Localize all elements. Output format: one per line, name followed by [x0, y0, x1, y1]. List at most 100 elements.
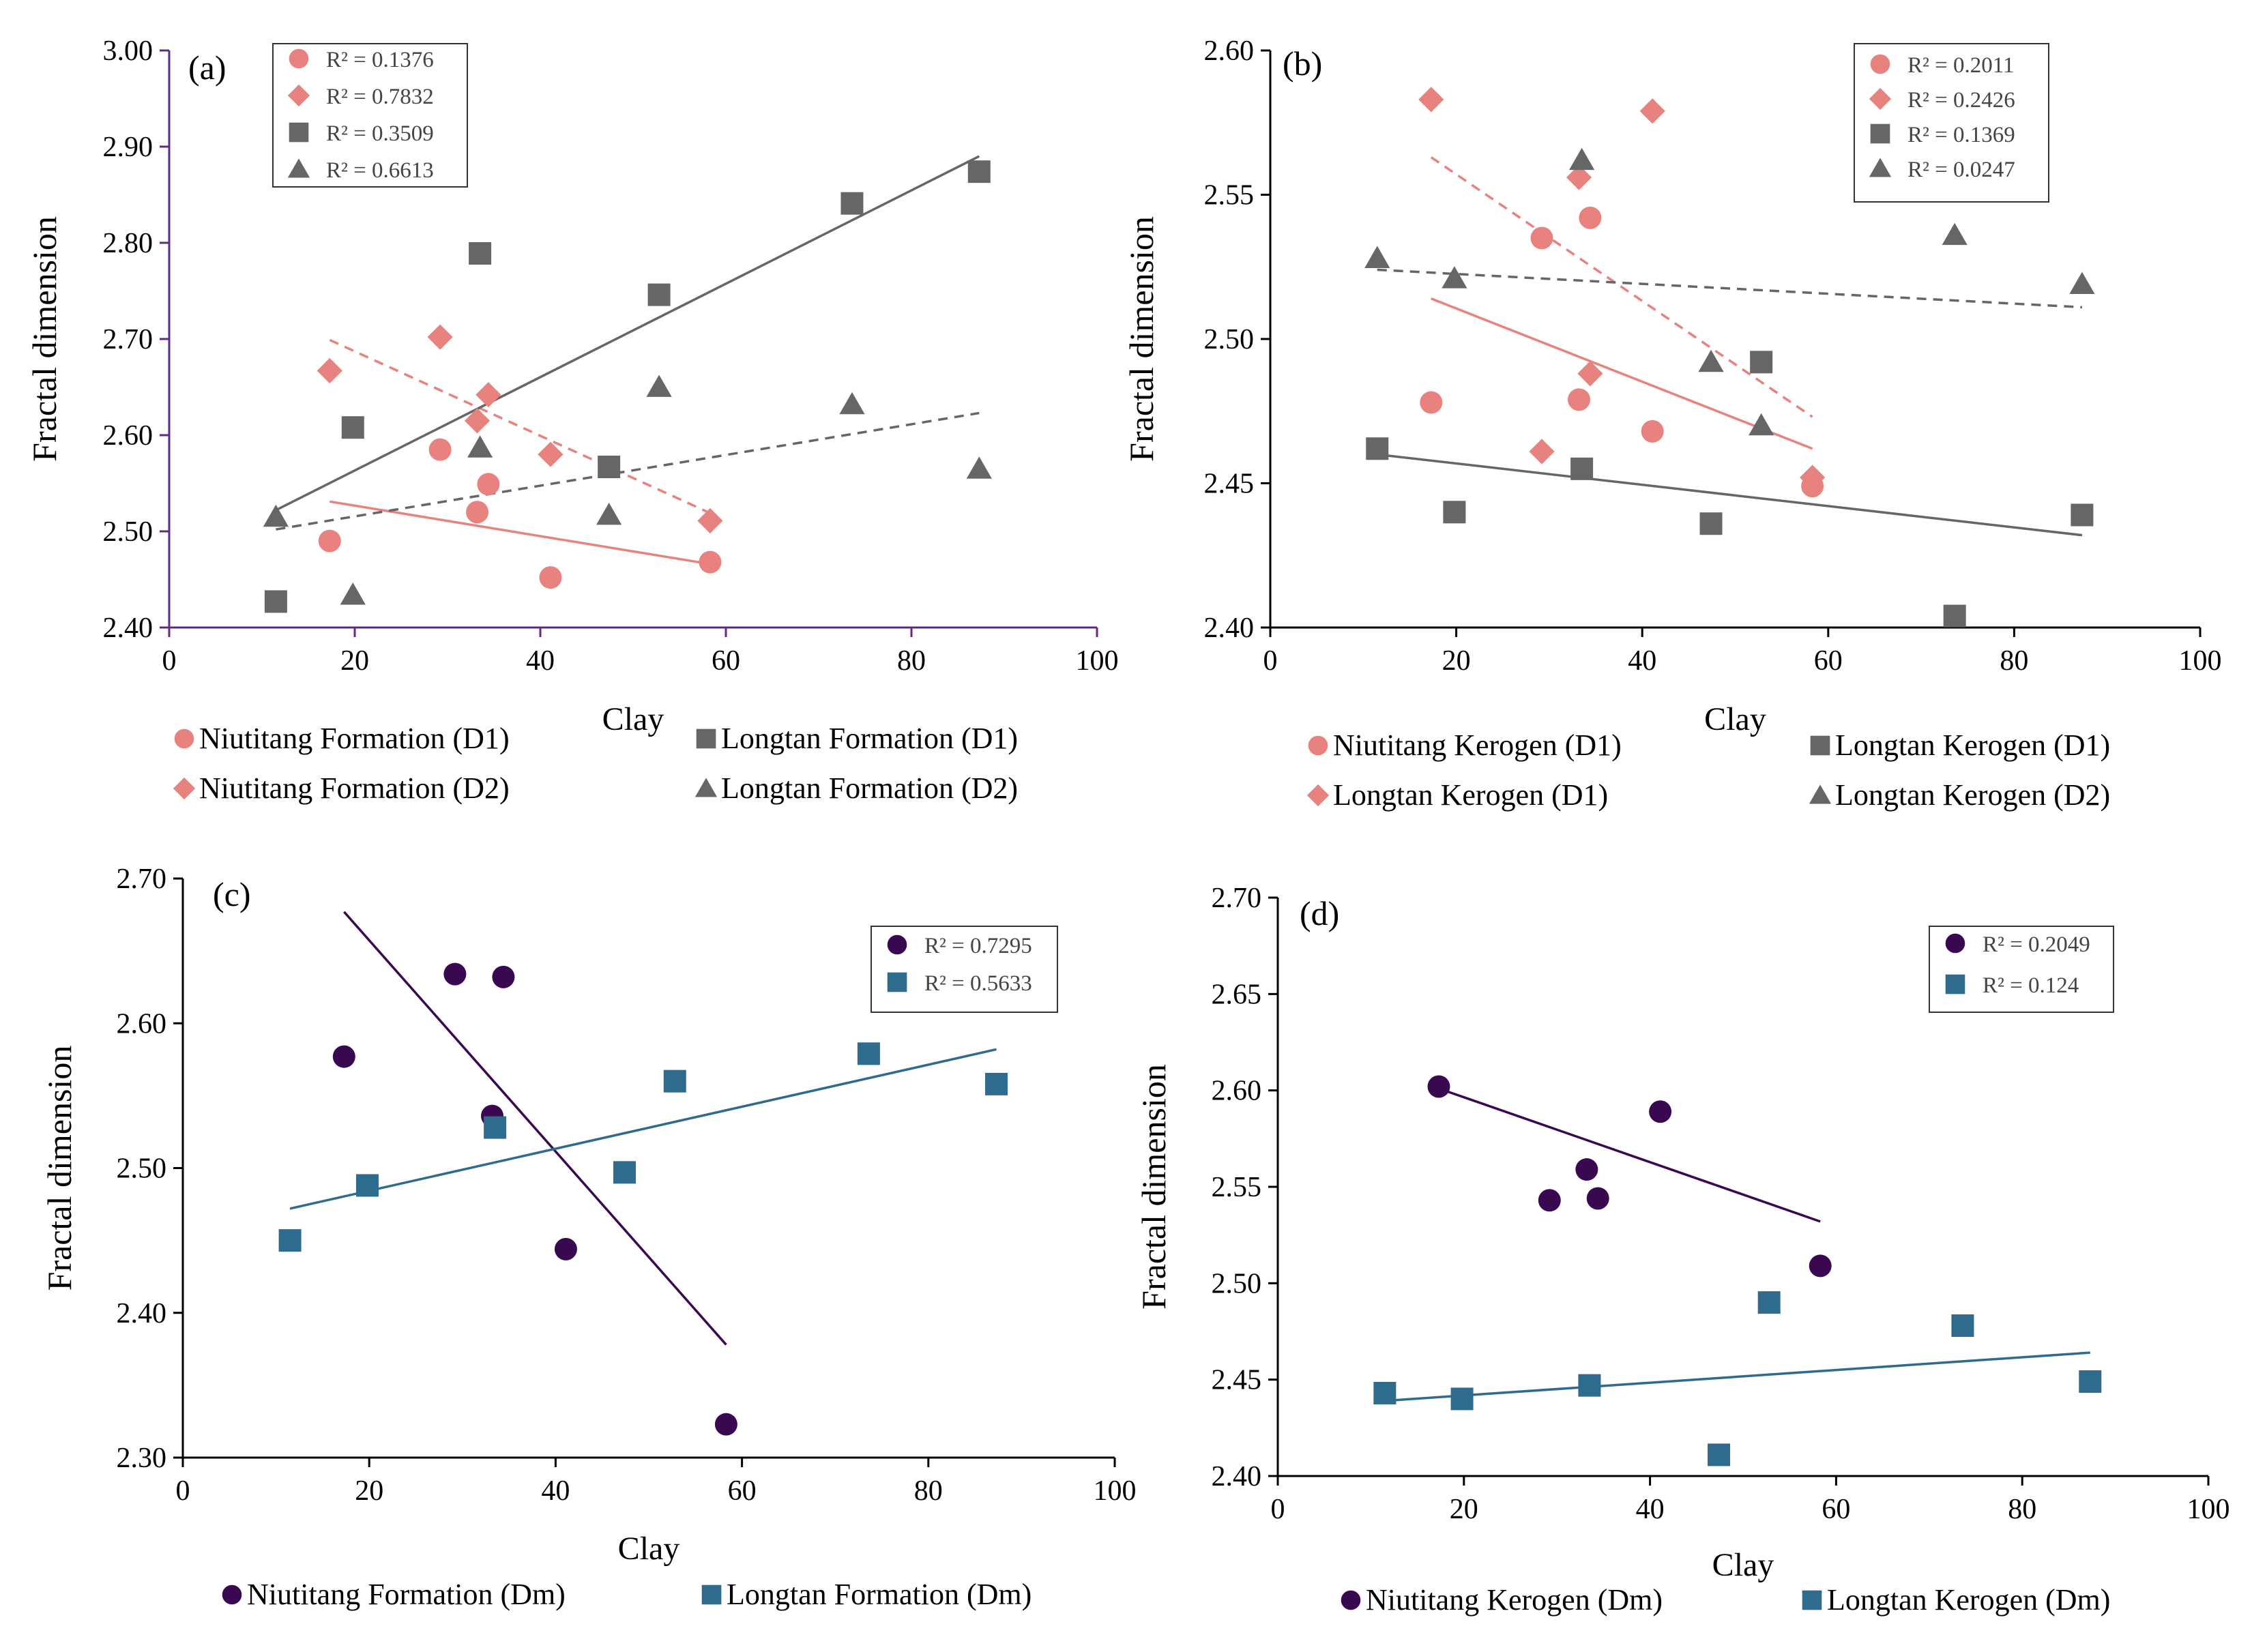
data-point: [1641, 419, 1664, 443]
data-point: [538, 441, 564, 467]
legend-entry: Niutitang Kerogen (D1): [1333, 728, 1622, 762]
y-tick-label: 2.45: [1212, 1365, 1262, 1396]
y-tick-label: 2.40: [1204, 613, 1255, 644]
y-tick-label: 2.40: [117, 1298, 167, 1329]
chart-panel-b: 0 20 40 60 80 100 2.40 2.45 2.50 2.55 2.60 Clay Frac…: [1122, 35, 2222, 812]
r2-legend-marker: [289, 122, 309, 143]
y-tick-label: 2.60: [1204, 35, 1255, 67]
x-tick-label: 100: [1094, 1475, 1137, 1507]
data-point: [967, 160, 991, 183]
data-point: [985, 1072, 1008, 1095]
r2-value: R² = 0.2426: [1907, 88, 2015, 113]
r2-legend-marker: [887, 934, 907, 955]
r2-legend-marker: [1869, 87, 1892, 110]
data-point: [1800, 464, 1826, 490]
r2-legend-marker: [289, 48, 309, 69]
data-point: [1757, 1291, 1781, 1314]
y-axis-title: Fractal dimension: [40, 1046, 78, 1291]
data-point: [554, 1237, 577, 1260]
x-tick-label: 100: [2187, 1494, 2230, 1525]
data-point: [340, 582, 366, 605]
chart-panel-a: 0 20 40 60 80 100 2.40 2.50 2.60 2.70 2.80 2.90 3.00…: [25, 35, 1119, 805]
legend-entry: Longtan Kerogen (D1): [1333, 778, 1608, 812]
legend-entry: Longtan Formation (Dm): [727, 1578, 1032, 1611]
x-tick-label: 80: [914, 1475, 943, 1507]
x-tick-label: 0: [176, 1475, 190, 1507]
data-point: [2069, 271, 2095, 295]
data-point: [697, 507, 723, 534]
data-point: [1450, 1387, 1474, 1411]
x-tick-label: 0: [1271, 1494, 1285, 1525]
legend-marker: [173, 777, 196, 800]
data-point: [1943, 604, 1966, 628]
data-point: [466, 501, 489, 524]
data-point: [484, 1116, 507, 1139]
data-point: [467, 435, 493, 458]
x-axis-title: Clay: [1704, 701, 1766, 737]
data-point: [2079, 1370, 2102, 1393]
trendline: [1377, 453, 2083, 537]
data-point: [598, 456, 621, 479]
data-point: [1364, 246, 1390, 268]
data-point: [443, 962, 467, 986]
y-tick-label: 2.55: [1204, 180, 1255, 211]
r2-value: R² = 0.124: [1983, 973, 2079, 998]
data-point: [1749, 413, 1774, 436]
data-point: [1529, 439, 1555, 464]
data-point: [840, 192, 864, 215]
data-point: [427, 324, 453, 350]
legend-entry: Niutitang Formation (D1): [199, 722, 510, 755]
r2-legend-marker: [1945, 933, 1965, 954]
data-point: [596, 503, 622, 525]
data-point: [1809, 1254, 1832, 1278]
data-point: [263, 504, 289, 527]
data-point: [699, 550, 722, 574]
data-point: [1418, 87, 1444, 113]
data-point: [647, 283, 671, 306]
legend-entry: Niutitang Formation (D2): [199, 771, 510, 805]
y-tick-label: 2.30: [117, 1443, 167, 1474]
y-tick-label: 2.50: [117, 1153, 167, 1185]
trendline: [343, 911, 727, 1346]
x-tick-label: 80: [897, 645, 926, 677]
data-point: [857, 1042, 880, 1065]
r2-value: R² = 0.1376: [326, 48, 434, 72]
x-tick-label: 20: [355, 1475, 383, 1507]
data-point: [1568, 388, 1591, 411]
data-point: [318, 529, 341, 552]
r2-value: R² = 0.0247: [1907, 158, 2015, 182]
x-tick-label: 60: [728, 1475, 757, 1507]
data-point: [477, 473, 500, 496]
legend-marker: [1809, 784, 1832, 804]
x-tick-label: 80: [2008, 1494, 2036, 1525]
data-point: [1750, 351, 1773, 374]
data-point: [1538, 1189, 1561, 1212]
panel-label: (b): [1283, 44, 1322, 83]
y-tick-label: 2.45: [1204, 469, 1255, 500]
legend-entry: Longtan Kerogen (Dm): [1827, 1583, 2110, 1617]
trendline: [1377, 268, 2082, 309]
data-point: [1579, 206, 1602, 229]
data-point: [646, 374, 672, 397]
data-point: [663, 1070, 686, 1093]
data-point: [1577, 361, 1603, 387]
data-point: [278, 1229, 302, 1252]
data-point: [264, 590, 287, 613]
r2-legend-marker: [287, 158, 310, 178]
data-point: [1698, 349, 1724, 372]
data-point: [1566, 164, 1592, 190]
x-tick-label: 60: [1814, 645, 1843, 677]
y-tick-label: 2.40: [103, 613, 153, 644]
legend-entry: Longtan Kerogen (D1): [1835, 728, 2110, 762]
data-point: [539, 566, 562, 589]
r2-value: R² = 0.2011: [1907, 53, 2015, 78]
r2-legend-marker: [1869, 158, 1892, 177]
data-point: [966, 456, 992, 479]
x-tick-label: 20: [1450, 1494, 1478, 1525]
data-point: [1427, 1075, 1450, 1098]
y-tick-label: 2.55: [1212, 1172, 1262, 1203]
x-tick-label: 20: [1442, 645, 1471, 677]
y-tick-label: 2.90: [103, 132, 153, 163]
x-tick-label: 60: [1822, 1494, 1850, 1525]
